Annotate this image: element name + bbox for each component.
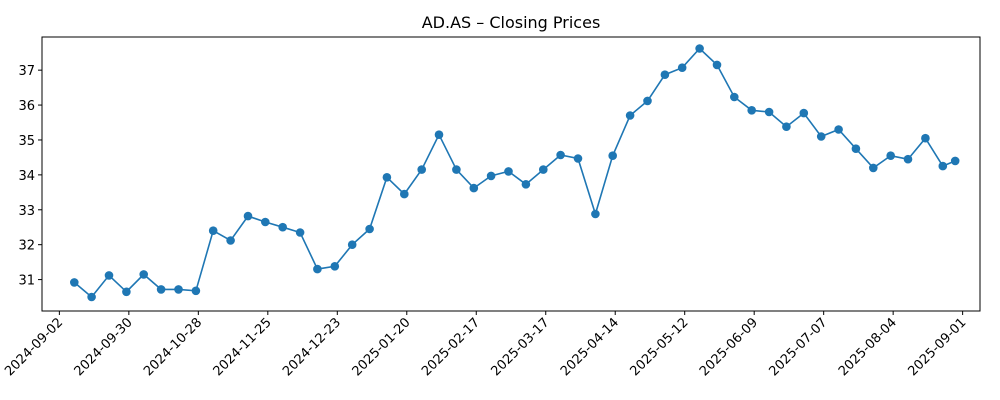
data-point [243, 211, 253, 221]
data-point [834, 125, 843, 134]
data-point [950, 156, 960, 166]
series-line [73, 47, 956, 299]
data-point [816, 132, 826, 141]
x-tick-label: 2025-01-20 [350, 315, 414, 379]
data-point [799, 108, 809, 118]
plot-frame [41, 36, 981, 312]
x-tick-label: 2025-08-04 [836, 315, 900, 379]
data-point [764, 107, 774, 117]
data-point [365, 224, 374, 234]
x-tick-label: 2025-09-01 [905, 315, 969, 379]
y-tick-label: 33 [18, 204, 35, 219]
data-point [921, 133, 930, 143]
data-point [208, 226, 218, 235]
x-tick-label: 2024-09-02 [2, 315, 66, 379]
data-point [261, 217, 270, 227]
data-point [330, 262, 340, 271]
data-point [695, 44, 704, 53]
data-point [469, 183, 479, 193]
data-point [556, 150, 565, 160]
x-tick-label: 2025-04-14 [558, 315, 622, 379]
data-point [625, 111, 635, 120]
plot-series [70, 44, 960, 302]
x-tick-label: 2024-12-23 [280, 315, 344, 379]
data-point [70, 278, 79, 287]
y-tick-label: 31 [18, 274, 35, 289]
data-point [539, 165, 548, 174]
data-point [174, 285, 183, 294]
data-point [104, 271, 114, 280]
data-point [504, 167, 513, 176]
x-tick-label: 2024-11-25 [211, 315, 275, 379]
data-point [747, 106, 756, 115]
data-point [730, 92, 739, 102]
data-point [521, 180, 531, 189]
data-point [486, 171, 496, 181]
y-tick-label: 34 [18, 169, 35, 184]
x-tick-label: 2025-05-12 [627, 315, 691, 379]
data-point [643, 96, 652, 106]
x-tick-label: 2025-06-09 [697, 315, 761, 379]
y-tick-label: 35 [18, 134, 35, 149]
data-point [886, 151, 895, 160]
y-tick-label: 37 [18, 64, 35, 79]
data-point [903, 154, 913, 164]
data-point [417, 165, 427, 174]
data-point [122, 287, 131, 297]
data-point [677, 63, 687, 72]
y-tick-label: 36 [18, 99, 35, 114]
data-point [591, 209, 600, 219]
data-point [434, 130, 444, 139]
data-point [782, 122, 791, 131]
data-point [869, 163, 878, 173]
data-point [347, 240, 357, 249]
x-tick-label: 2025-03-17 [489, 315, 553, 379]
data-point [191, 286, 201, 296]
data-point [226, 236, 235, 245]
data-point [382, 173, 392, 182]
chart-title: AD.AS – Closing Prices [422, 13, 601, 32]
y-axis: 31 32 33 34 35 36 37 [18, 64, 42, 289]
data-point [660, 70, 670, 79]
data-point [452, 165, 461, 174]
data-point [712, 60, 722, 70]
data-point [938, 161, 948, 171]
x-tick-label: 2025-02-17 [419, 315, 483, 379]
data-point [87, 292, 96, 302]
x-tick-label: 2024-10-28 [141, 315, 205, 379]
data-point [278, 222, 288, 232]
data-point [851, 144, 861, 153]
data-point [139, 270, 148, 279]
data-point [573, 154, 583, 163]
data-point [295, 228, 305, 237]
data-point [156, 285, 166, 294]
x-tick-label: 2024-09-30 [72, 315, 136, 379]
x-axis: 2024-09-02 2024-09-30 2024-10-28 2024-11-25… [2, 311, 969, 379]
data-point [608, 151, 617, 160]
y-tick-label: 32 [18, 239, 35, 254]
x-tick-label: 2025-07-07 [766, 315, 830, 379]
data-point [400, 189, 409, 199]
data-point [313, 264, 322, 274]
